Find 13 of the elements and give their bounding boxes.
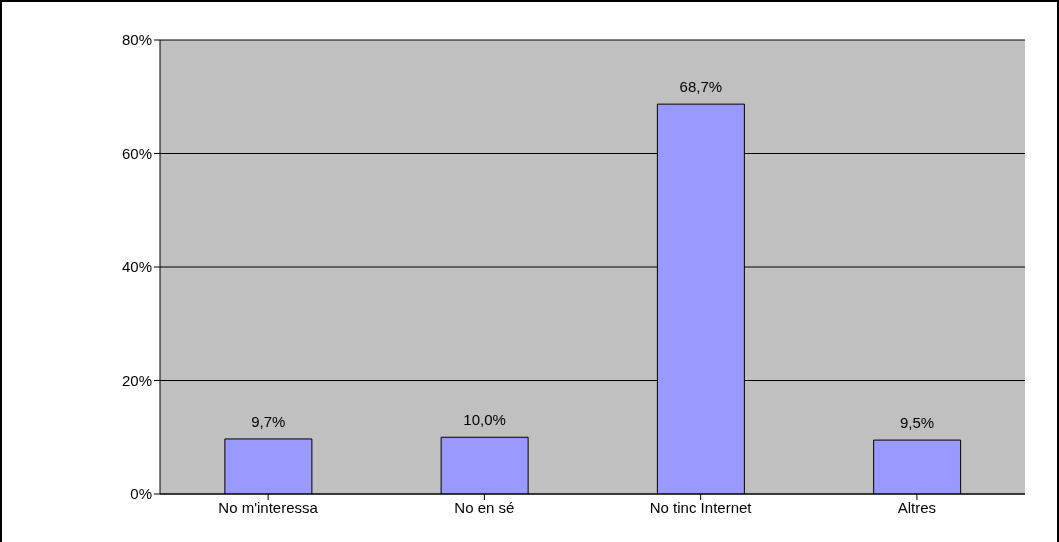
y-tick-label: 60% <box>121 144 152 162</box>
data-label: 68,7% <box>679 78 723 96</box>
y-tick-label: 20% <box>121 371 152 389</box>
y-tick-label: 40% <box>121 258 152 276</box>
data-label: 9,7% <box>251 412 286 430</box>
x-tick-label: No m'interessa <box>218 498 319 516</box>
data-label: 9,5% <box>900 414 935 432</box>
x-tick-label: Altres <box>897 498 937 516</box>
x-tick-label: No en sé <box>454 498 515 516</box>
data-label: 10,0% <box>463 411 506 429</box>
y-tick-label: 0% <box>130 485 152 503</box>
x-tick-label: No tinc Internet <box>649 498 753 516</box>
y-tick-label: 80% <box>121 31 152 49</box>
